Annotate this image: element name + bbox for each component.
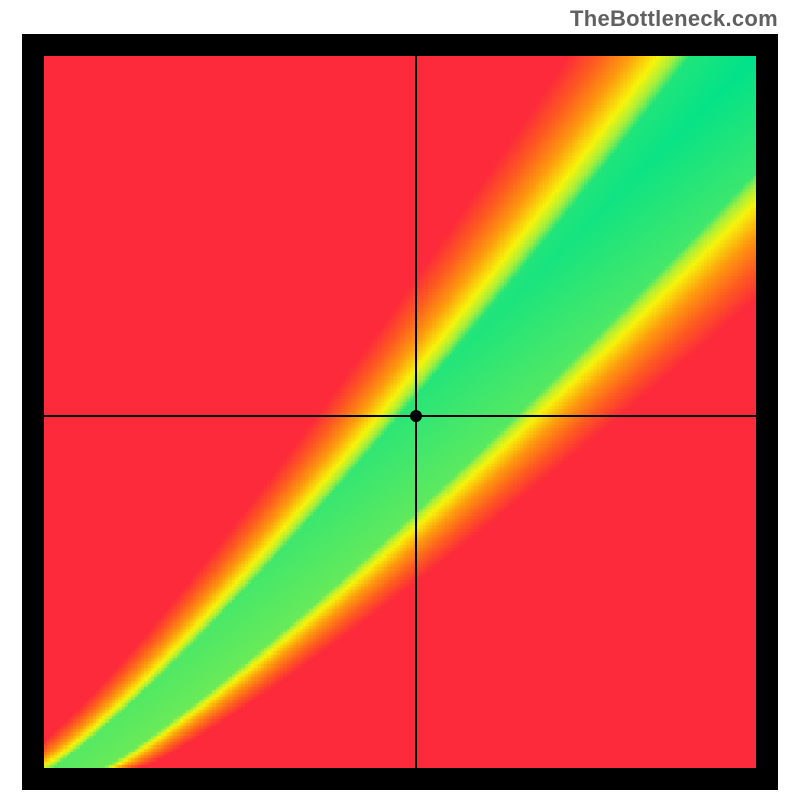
crosshair-horizontal <box>44 415 756 417</box>
plot-frame <box>22 34 778 790</box>
watermark-text: TheBottleneck.com <box>570 6 778 32</box>
chart-container: TheBottleneck.com <box>0 0 800 800</box>
focus-marker <box>410 410 422 422</box>
